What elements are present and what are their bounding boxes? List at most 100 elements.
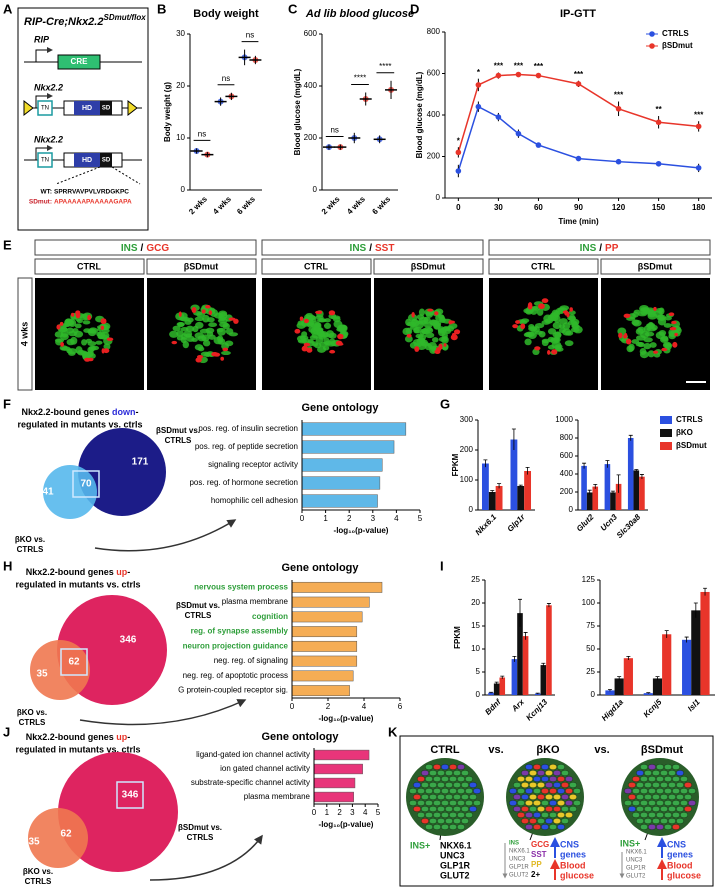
islet-cell: [420, 817, 430, 825]
cell-green: [633, 309, 641, 314]
islet-cell: [516, 799, 526, 807]
islet-cell: [444, 805, 454, 813]
x-tick-label: 1: [325, 808, 330, 817]
cell-red: [653, 306, 657, 311]
islet-cell: [512, 781, 522, 789]
stain-sep: /: [141, 243, 144, 254]
x-tick-label: 6 wks: [370, 194, 392, 216]
category-label: pos. reg. of insulin secretion: [198, 424, 298, 433]
islet-cell: [428, 769, 438, 777]
glucose-label: Blood: [560, 860, 586, 870]
islet-cell: [412, 805, 422, 813]
islet-cell: [532, 799, 542, 807]
cell-red: [671, 320, 677, 325]
islet-cell: [568, 793, 578, 801]
islet-cell: [532, 823, 542, 831]
x-tick-label: 30: [494, 203, 503, 212]
cell-green: [337, 324, 347, 332]
y-tick-label: 10: [471, 644, 480, 653]
islet-cell: [416, 811, 426, 819]
bar: [614, 678, 624, 695]
islet-cell: [528, 781, 538, 789]
islet-cell: [639, 775, 649, 783]
ins-label: INS: [509, 841, 519, 847]
significance: ***: [534, 62, 544, 71]
cell-red: [618, 332, 623, 339]
cell-red: [70, 312, 75, 317]
venn-title: regulated in mutants vs. ctrls: [15, 744, 140, 754]
cell-green: [216, 327, 226, 336]
islet-cell: [516, 787, 526, 795]
venn-title-part: -: [127, 732, 130, 742]
cell-green: [663, 323, 672, 328]
cell-red: [541, 298, 549, 304]
islet-cell: [544, 817, 554, 825]
cns-label: genes: [667, 849, 693, 859]
islet-cell: [556, 799, 566, 807]
column-label: CTRL: [77, 261, 101, 271]
point: [575, 81, 582, 87]
venn-title-emphasis: up: [116, 567, 127, 577]
bar: [291, 640, 358, 652]
islet-cell: [552, 817, 562, 825]
islet-cell: [560, 781, 570, 789]
bar: [301, 458, 383, 472]
bar: [605, 690, 615, 695]
x-tick-label: 2 wks: [320, 194, 342, 216]
islet-cell: [572, 799, 582, 807]
islet-cell: [540, 799, 550, 807]
significance: ****: [354, 74, 366, 83]
point: [575, 155, 582, 162]
islet-cell: [512, 805, 522, 813]
islet-cell: [460, 805, 470, 813]
error-bar: [525, 467, 530, 475]
x-tick-label: Higd1a: [600, 697, 626, 723]
chart-title: Ad lib blood glucose: [305, 8, 414, 20]
y-tick-label: 800: [427, 27, 441, 36]
cell-red: [178, 311, 182, 317]
tn-label: TN: [41, 158, 49, 164]
islet-cell: [651, 805, 661, 813]
islet-cell: [524, 763, 534, 771]
error-bar: [483, 459, 488, 468]
islet-cell: [536, 781, 546, 789]
cell-green: [323, 337, 330, 345]
highlight-square: [116, 781, 144, 809]
islet-cell: [448, 763, 458, 771]
islet-cell: [548, 787, 558, 795]
islet-cell: [432, 811, 442, 819]
bar: [301, 476, 381, 490]
islet-cell: [520, 781, 530, 789]
bar: [291, 581, 383, 593]
islet-cell: [440, 763, 450, 771]
hd-box: [74, 101, 100, 115]
islet-cell: [647, 799, 657, 807]
zoom-lines: [55, 166, 141, 185]
cell-green: [176, 330, 184, 337]
cell-green: [639, 347, 647, 356]
venn-label: CTRLS: [165, 436, 192, 445]
venn-title-part: Nkx2.2-bound genes: [26, 732, 117, 742]
cell-red: [328, 310, 336, 316]
cell-red: [171, 340, 178, 345]
gained-marker: 2+: [531, 870, 540, 879]
x-tick-label: Nkx6.1: [474, 512, 499, 537]
panel-letter: A: [3, 1, 13, 16]
bar: [592, 486, 599, 510]
micrograph: [601, 278, 710, 390]
error-bar: [587, 489, 592, 495]
error-bar: [518, 598, 522, 627]
islet-cell: [424, 787, 434, 795]
venn-count: 35: [36, 669, 48, 680]
marker: UNC3: [626, 858, 643, 864]
stain-label: INS / SST: [350, 243, 395, 254]
cell-green: [313, 323, 322, 332]
islet-cell: [675, 781, 685, 789]
point: [475, 82, 482, 88]
bar: [546, 605, 552, 695]
islet-cell: [524, 811, 534, 819]
islet-cell: [452, 781, 462, 789]
islet-cell: [623, 787, 633, 795]
x-tick-label: 180: [692, 203, 706, 212]
panel-a-box: [17, 7, 149, 231]
